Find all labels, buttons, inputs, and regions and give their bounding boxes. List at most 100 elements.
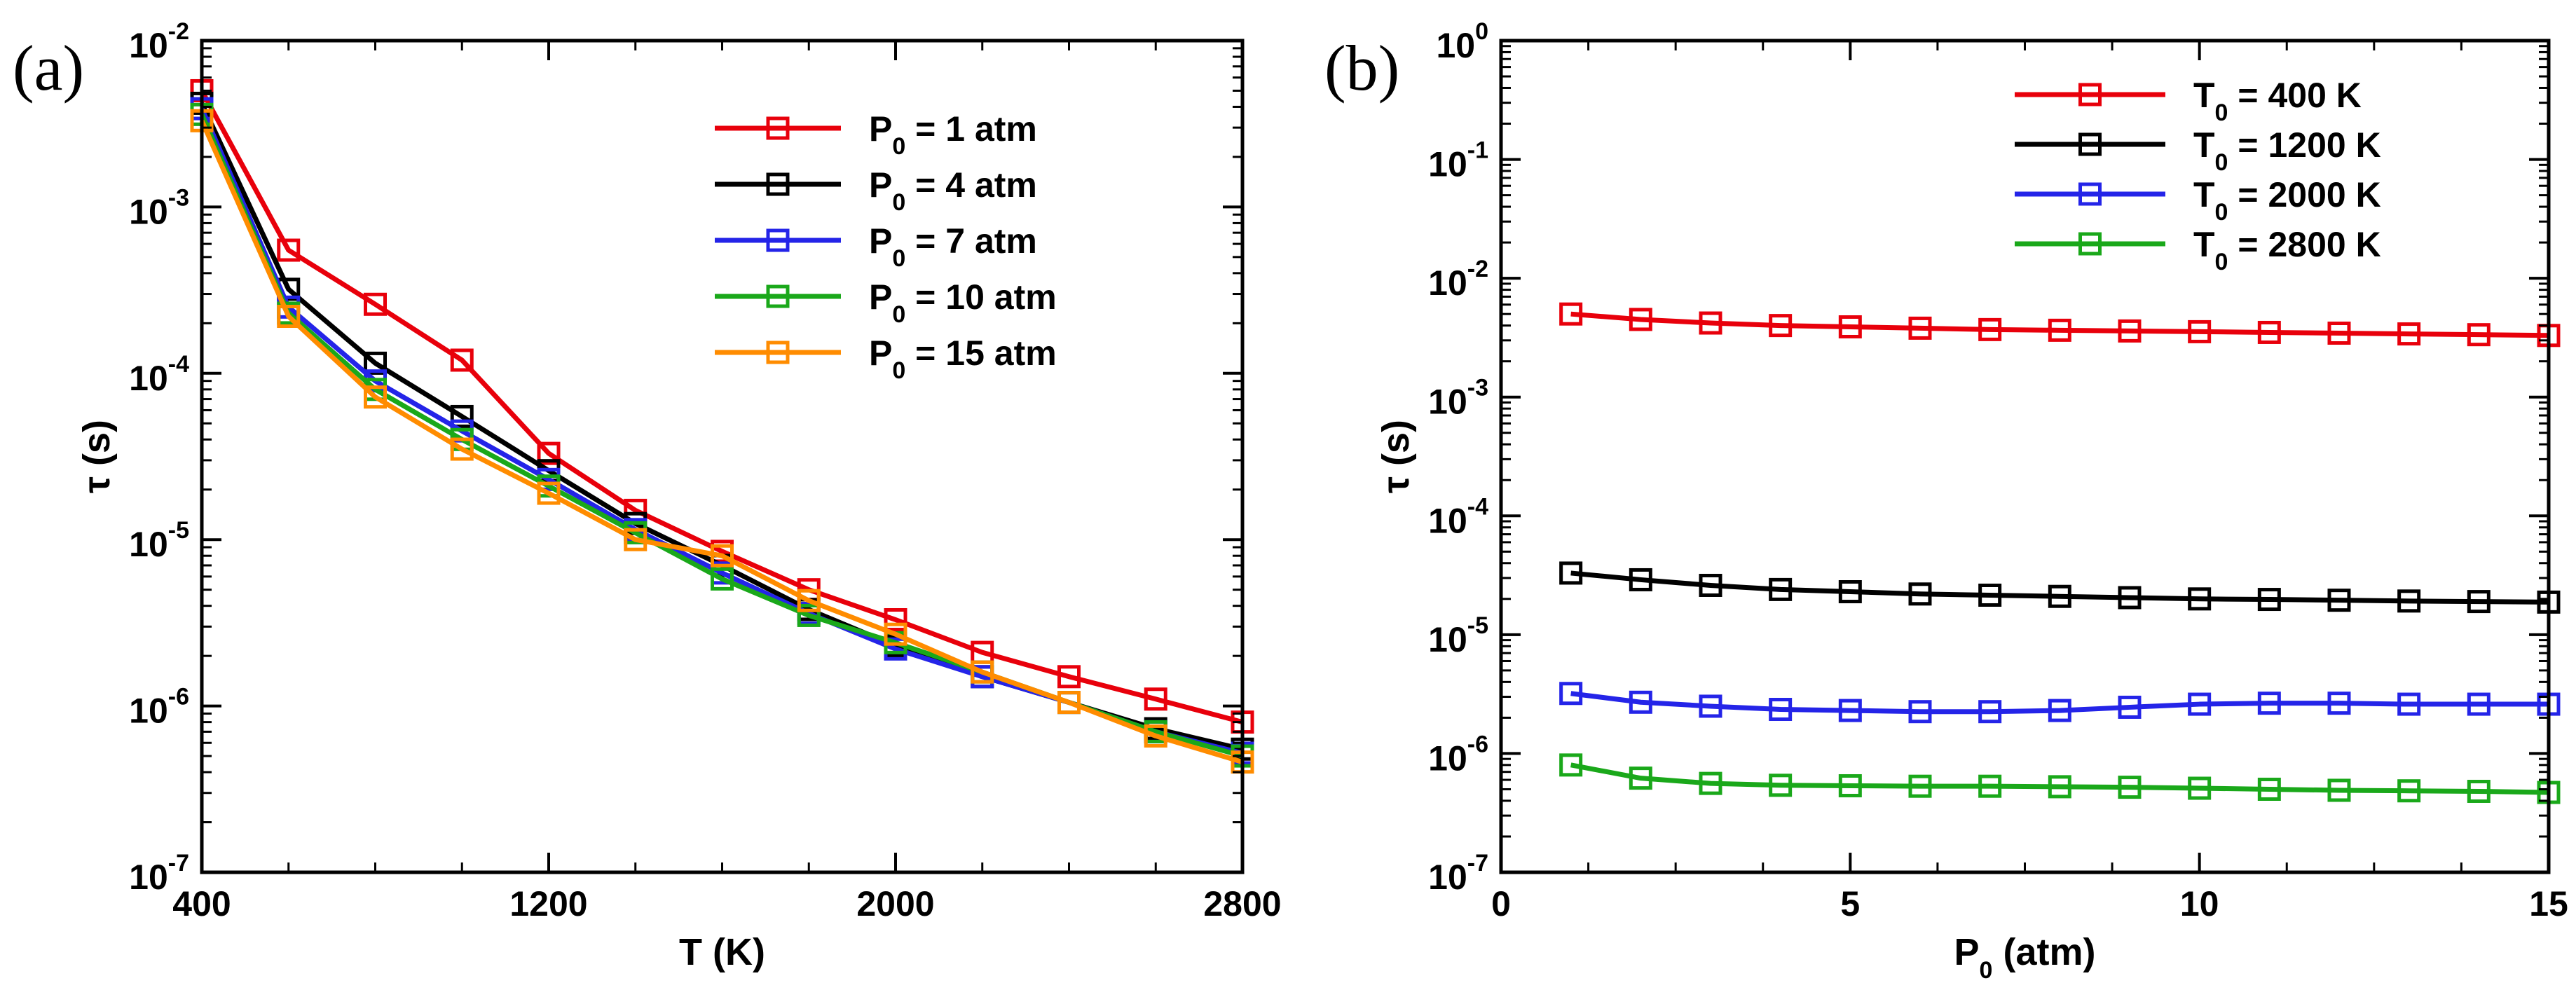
legend-label: P0 = 7 atm [869, 221, 1037, 272]
y-tick-label: 10-4 [129, 351, 189, 398]
data-point-marker [2327, 692, 2351, 715]
data-point-marker [711, 567, 734, 591]
data-point-marker [1699, 771, 1722, 795]
legend-label: P0 = 15 atm [869, 334, 1057, 384]
data-point-marker [1769, 314, 1793, 338]
data-point-marker [2327, 778, 2351, 802]
data-point-marker [1908, 316, 1932, 340]
y-tick-label: 10-2 [1428, 256, 1488, 303]
y-tick-label: 10-7 [1428, 850, 1488, 897]
data-point-marker [1769, 698, 1793, 722]
data-point-marker [884, 622, 907, 646]
data-point-marker [2397, 692, 2421, 716]
data-point-marker [1629, 766, 1652, 790]
data-point-marker [1908, 700, 1932, 724]
series-t0--400-k [1559, 302, 2561, 348]
y-tick-label: 10-3 [129, 184, 189, 231]
data-point-marker [1769, 774, 1793, 797]
data-point-marker [711, 544, 734, 568]
legend-swatch-marker [2078, 132, 2102, 156]
legend-swatch-marker [2078, 232, 2102, 256]
data-point-marker [1838, 774, 1862, 797]
x-tick-label: 2800 [1203, 884, 1281, 923]
series-line [199, 89, 1243, 724]
panel-b-x-axis-label: P0 (atm) [1954, 931, 2096, 984]
legend-label: P0 = 4 atm [869, 165, 1037, 216]
y-tick-label: 10-2 [129, 18, 189, 65]
legend-swatch-marker [766, 172, 790, 196]
data-point-marker [1978, 583, 2002, 607]
legend-swatch-marker [766, 341, 790, 364]
data-point-marker [2048, 775, 2071, 799]
legend-label: T0 = 2800 K [2193, 225, 2381, 275]
legend-label: P0 = 10 atm [869, 277, 1057, 328]
legend-item: P0 = 7 atm [715, 221, 1037, 272]
y-tick-label: 10-7 [129, 850, 189, 897]
data-point-marker [2048, 699, 2071, 722]
data-point-marker [1144, 687, 1167, 711]
data-point-marker [364, 292, 387, 316]
data-point-marker [277, 238, 301, 262]
data-point-marker [1057, 665, 1081, 689]
data-point-marker [1144, 724, 1167, 748]
data-point-marker [624, 528, 648, 551]
data-point-marker [2397, 779, 2421, 803]
data-point-marker [2327, 589, 2351, 612]
data-point-marker [1699, 573, 1722, 597]
panel-b-label: (b) [1324, 32, 1399, 104]
data-point-marker [797, 589, 821, 612]
y-tick-label: 10-5 [1428, 612, 1488, 659]
data-point-marker [1978, 317, 2002, 341]
legend-label: T0 = 2000 K [2193, 175, 2381, 226]
data-point-marker [450, 404, 474, 428]
panel-a-plot-area [190, 78, 1254, 774]
legend-swatch-marker [766, 116, 790, 140]
legend-label: P0 = 1 atm [869, 109, 1037, 160]
data-point-marker [1908, 582, 1932, 606]
x-tick-label: 15 [2529, 884, 2568, 923]
data-point-marker [1629, 568, 1652, 591]
data-point-marker [2188, 587, 2212, 611]
data-point-marker [2118, 586, 2142, 610]
data-point-marker [2188, 319, 2212, 343]
panel-a-x-axis-label: T (K) [679, 931, 765, 973]
panel-b-plot-area [1559, 302, 2561, 804]
data-point-marker [537, 441, 561, 465]
data-point-marker [2188, 692, 2212, 716]
legend-label: T0 = 400 K [2193, 76, 2362, 126]
data-point-marker [2048, 584, 2071, 608]
data-point-marker [2257, 777, 2281, 801]
series-line [1570, 311, 2549, 338]
x-tick-label: 2000 [856, 884, 934, 923]
data-point-marker [1559, 302, 1583, 326]
legend-item: P0 = 1 atm [715, 109, 1037, 160]
data-point-marker [1559, 561, 1583, 585]
series-line [1570, 762, 2549, 795]
legend-swatch-marker [2078, 182, 2102, 206]
x-tick-label: 10 [2180, 884, 2219, 923]
y-tick-label: 100 [1436, 18, 1488, 65]
data-point-marker [2397, 589, 2421, 613]
x-tick-label: 1200 [509, 884, 587, 923]
data-point-marker [1629, 308, 1652, 331]
panel-a-y-axis-label: τ (s) [76, 420, 118, 493]
data-point-marker [2467, 779, 2491, 803]
series-p0--15-atm [190, 109, 1254, 774]
data-point-marker [2118, 319, 2142, 343]
y-tick-label: 10-6 [1428, 731, 1488, 778]
legend-item: P0 = 10 atm [715, 277, 1057, 328]
y-tick-label: 10-6 [129, 684, 189, 731]
panel-b-axis-ticks: 0 5 10 15 10-7 10-6 10-5 10-4 10-3 10-2 10-1 100 [1428, 18, 2568, 923]
data-point-marker [1838, 315, 1862, 338]
data-point-marker [1699, 311, 1722, 335]
data-point-marker [450, 437, 474, 461]
data-point-marker [1978, 774, 2002, 798]
legend-item: T0 = 2000 K [2015, 175, 2381, 226]
data-point-marker [1978, 700, 2002, 724]
data-point-marker [364, 385, 387, 409]
data-point-marker [2467, 323, 2491, 347]
data-point-marker [2467, 590, 2491, 614]
panel-b-legend: T0 = 400 KT0 = 1200 KT0 = 2000 KT0 = 280… [2015, 76, 2381, 275]
